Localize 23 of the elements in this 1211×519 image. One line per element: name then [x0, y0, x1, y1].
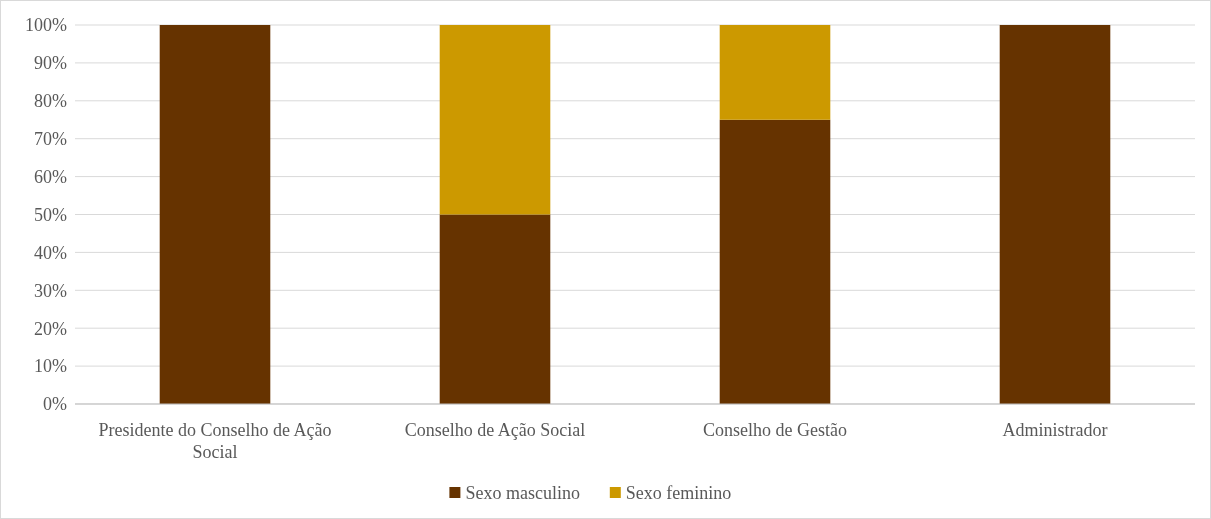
bar: [999, 25, 1111, 404]
bar: [159, 25, 271, 404]
y-tick-label: 10%: [34, 356, 67, 377]
x-tick-label: Conselho de Ação Social: [404, 420, 586, 440]
legend-label: Sexo feminino: [625, 483, 732, 504]
y-tick-label: 40%: [34, 242, 67, 263]
bar: [439, 25, 551, 215]
x-tick-label: Conselho de Gestão: [703, 420, 847, 440]
y-tick-label: 30%: [34, 280, 67, 301]
x-tick-label: Administrador: [1002, 420, 1108, 440]
y-tick-label: 90%: [34, 53, 67, 74]
y-tick-label: 100%: [25, 15, 67, 36]
bar: [439, 214, 551, 404]
legend-label: Sexo masculino: [465, 483, 580, 504]
bar: [719, 119, 831, 404]
bar: [719, 25, 831, 120]
y-tick-label: 20%: [34, 318, 67, 339]
x-tick-label: Presidente do Conselho de Ação Social: [98, 420, 332, 462]
y-tick-label: 50%: [34, 204, 67, 225]
y-tick-label: 70%: [34, 129, 67, 149]
y-tick-label: 0%: [43, 394, 67, 415]
y-tick-label: 60%: [34, 166, 67, 187]
y-tick-label: 80%: [34, 91, 67, 112]
